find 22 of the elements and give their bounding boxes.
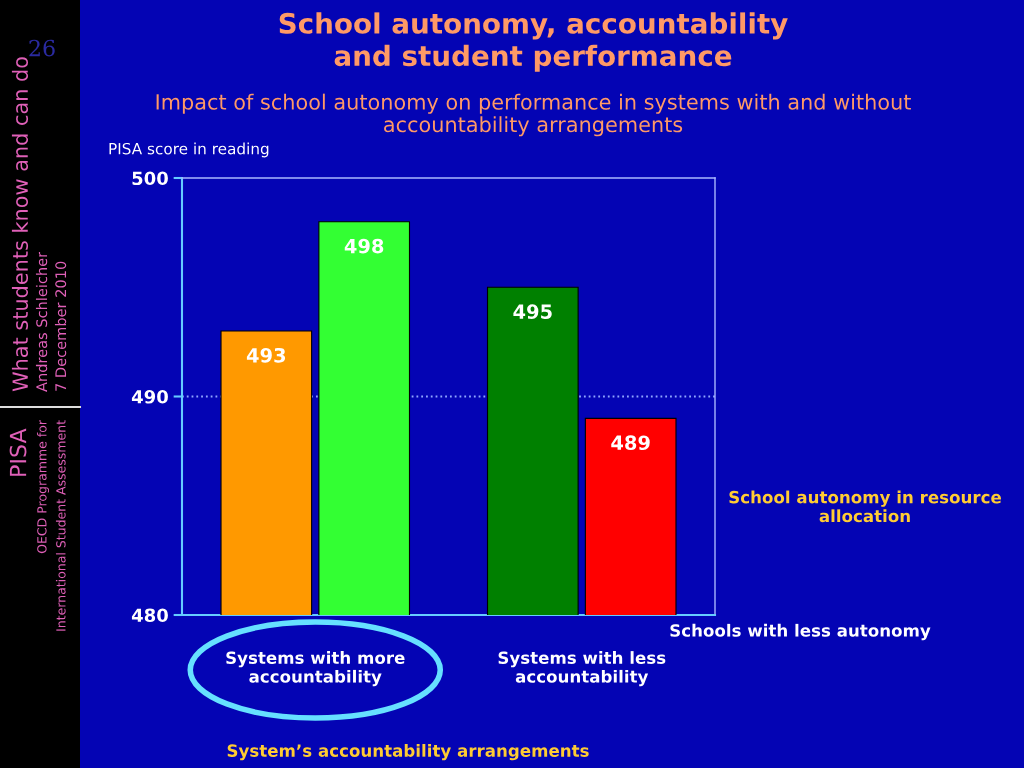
text: What students know and can do [11,57,29,392]
chart-subtitle: Impact of school autonomy on performance in systems with and without accountability arrangements [156,93,911,137]
data-label: 493 [246,347,286,363]
data-label: 498 [344,238,384,254]
data-label: 489 [611,435,650,451]
text: School autonomy in resource allocation [729,490,1001,523]
text: 26 [29,39,55,57]
chart-title: School autonomy, accountability and student performance [279,12,788,72]
text: OECD Programme for [36,420,50,554]
y-tick-label: 500 [132,171,168,186]
y-tick-label: 480 [131,608,168,623]
y-axis-title: PISA score in reading [109,142,269,158]
text: International Student Assessment [55,420,66,631]
x-tick-label: Systems with less accountability [498,651,666,687]
text: Andreas Schleicher [35,251,48,392]
x-tick-label: Systems with more accountability [226,651,405,687]
text: 7 December 2010 [54,261,67,391]
x-axis-title: System’s accountability arrangements [227,744,589,761]
text: Schools with less autonomy [670,623,931,641]
text: PISA [9,428,27,476]
y-tick-label: 490 [131,389,168,404]
data-label: 495 [513,304,552,319]
